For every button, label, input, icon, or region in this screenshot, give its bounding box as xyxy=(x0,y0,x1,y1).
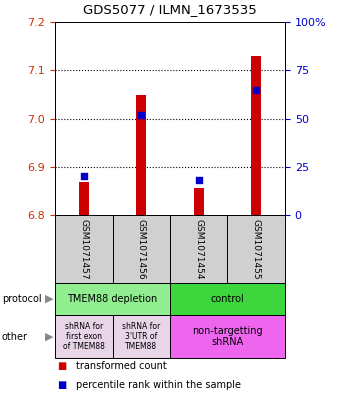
Bar xyxy=(136,95,147,215)
Text: non-targetting
shRNA: non-targetting shRNA xyxy=(192,326,263,347)
Text: ■: ■ xyxy=(57,361,66,371)
Point xyxy=(254,86,259,93)
Text: other: other xyxy=(2,332,28,342)
Text: shRNA for
3'UTR of
TMEM88: shRNA for 3'UTR of TMEM88 xyxy=(122,321,160,351)
Point xyxy=(138,112,144,118)
Text: ▶: ▶ xyxy=(45,294,53,304)
Text: GSM1071455: GSM1071455 xyxy=(252,219,261,279)
Text: TMEM88 depletion: TMEM88 depletion xyxy=(67,294,158,304)
Text: GSM1071457: GSM1071457 xyxy=(79,219,88,279)
Point xyxy=(81,173,86,180)
Text: GDS5077 / ILMN_1673535: GDS5077 / ILMN_1673535 xyxy=(83,3,257,16)
Text: GSM1071454: GSM1071454 xyxy=(194,219,203,279)
Text: protocol: protocol xyxy=(2,294,41,304)
Text: control: control xyxy=(210,294,244,304)
Point xyxy=(196,177,202,184)
Text: transformed count: transformed count xyxy=(76,361,167,371)
Bar xyxy=(251,56,261,215)
Text: ■: ■ xyxy=(57,380,66,390)
Text: GSM1071456: GSM1071456 xyxy=(137,219,146,279)
Text: percentile rank within the sample: percentile rank within the sample xyxy=(76,380,241,390)
Text: shRNA for
first exon
of TMEM88: shRNA for first exon of TMEM88 xyxy=(63,321,105,351)
Bar xyxy=(79,182,89,215)
Bar xyxy=(193,189,204,215)
Text: ▶: ▶ xyxy=(45,332,53,342)
